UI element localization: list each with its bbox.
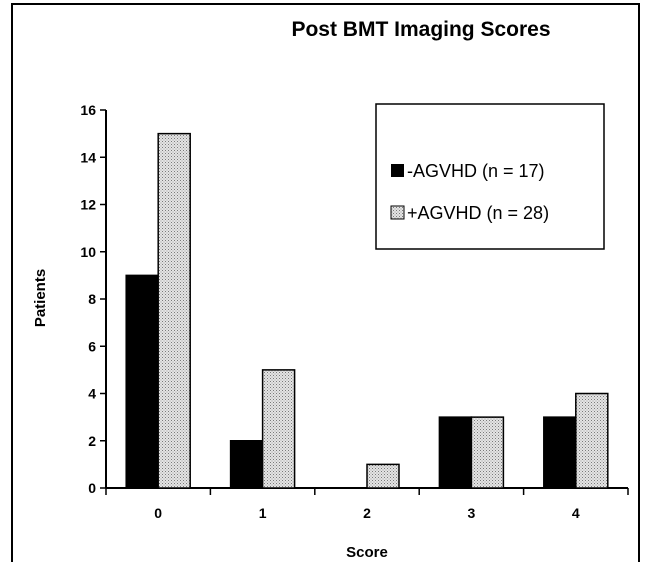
legend-label-negative: -AGVHD (n = 17) [407, 161, 545, 181]
y-tick-label: 0 [88, 480, 96, 496]
legend-swatch-negative [391, 164, 404, 177]
chart-frame [11, 3, 640, 562]
bar-positive-score-3 [470, 416, 505, 489]
bar-positive-score-4 [575, 392, 609, 489]
bar-negative-score-0 [125, 274, 159, 489]
y-tick-label: 2 [88, 433, 96, 449]
x-tick-label: 2 [363, 505, 371, 521]
y-axis-label: Patients [32, 269, 49, 327]
y-tick-label: 12 [80, 197, 96, 213]
bars [125, 132, 609, 489]
legend-label-positive: +AGVHD (n = 28) [407, 203, 549, 223]
y-tick-label: 10 [80, 244, 96, 260]
x-tick-label: 4 [572, 505, 580, 521]
y-tick-label: 16 [80, 102, 96, 118]
x-tick-label: 0 [154, 505, 162, 521]
bar-positive-score-0 [157, 132, 191, 489]
bar-positive-score-1 [261, 369, 296, 489]
y-tick-label: 4 [88, 386, 96, 402]
legend-swatch-positive [390, 205, 405, 220]
legend-box [375, 103, 605, 250]
bar-negative-score-3 [438, 416, 473, 489]
x-axis-label: Score [346, 544, 388, 561]
y-tick-label: 14 [80, 149, 96, 165]
bar-negative-score-1 [229, 440, 264, 489]
chart-title: Post BMT Imaging Scores [291, 18, 550, 41]
bar-positive-score-2 [366, 463, 400, 489]
x-ticks: 0 1 2 3 4 [105, 488, 629, 521]
y-ticks: 0 2 4 6 8 10 12 14 16 [80, 102, 106, 496]
bar-negative-score-4 [543, 416, 577, 489]
x-tick-label: 3 [468, 505, 476, 521]
x-tick-label: 1 [259, 505, 267, 521]
legend: -AGVHD (n = 17) +AGVHD (n = 28) [375, 103, 605, 250]
y-tick-label: 8 [88, 291, 96, 307]
y-tick-label: 6 [88, 338, 96, 354]
